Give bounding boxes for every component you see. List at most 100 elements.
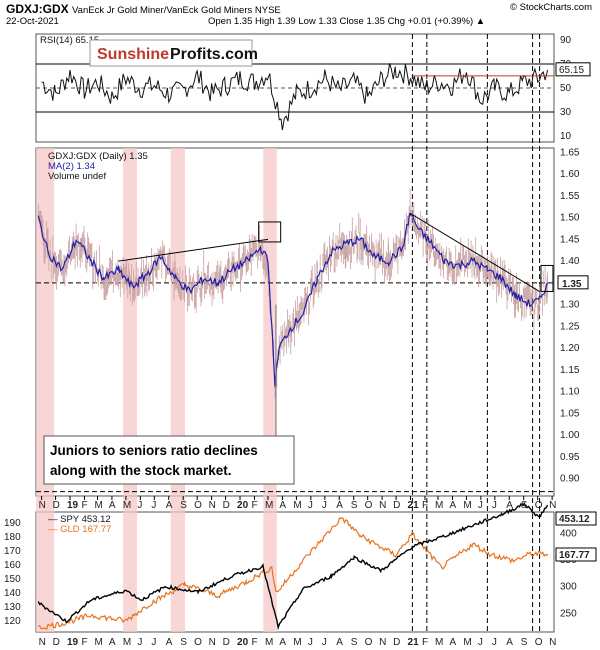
x-tick-label: M [123,500,131,511]
gld-last-value: 167.77 [559,550,590,561]
ratio-trendline-2 [409,212,540,292]
x-tick-label: J [322,500,327,511]
gld-y-tick: 190 [4,518,21,529]
gld-y-tick: 150 [4,574,21,585]
gld-y-tick: 130 [4,602,21,613]
x-tick-label-bottom: A [109,637,116,648]
brand-part1: Sunshine [97,46,169,63]
x-tick-label-bottom: J [137,637,142,648]
gld-y-tick: 160 [4,560,21,571]
ratio-y-tick: 1.30 [560,300,580,311]
ratio-y-tick: 1.55 [560,191,580,202]
ratio-y-tick: 1.00 [560,430,580,441]
ratio-y-tick: 1.25 [560,321,580,332]
x-tick-label-bottom: O [365,637,373,648]
rsi-y-tick: 90 [560,35,572,46]
x-tick-label: N [39,500,46,511]
rsi-last-value-box [555,62,591,77]
x-tick-label: F [251,500,257,511]
x-tick-label: O [535,500,543,511]
x-tick-label-bottom: M [265,637,273,648]
x-tick-label: 19 [67,500,79,511]
x-tick-label: M [435,500,443,511]
x-tick-label-bottom: N [549,637,556,648]
x-tick-label: S [180,500,187,511]
x-tick-label: A [109,500,116,511]
gld-y-tick: 140 [4,588,21,599]
x-tick-label: N [379,500,386,511]
ratio-y-tick: 1.15 [560,365,580,376]
watermark: © StockCharts.com [510,2,592,13]
rsi-last-value: 65.15 [559,65,584,76]
x-tick-label-bottom: F [81,637,87,648]
x-tick-label: F [422,500,428,511]
x-tick-label: S [521,500,528,511]
x-tick-label: J [151,500,156,511]
ratio-legend-1: GDXJ:GDX (Daily) 1.35 [48,151,148,162]
ratio-last-value: 1.35 [562,279,582,290]
x-tick-label: S [351,500,358,511]
x-tick-label: M [265,500,273,511]
ratio-top-box [258,221,282,243]
rsi-legend: RSI(14) 65.15 [40,35,99,46]
annotation-line-2: along with the stock market. [50,463,232,478]
ratio-y-tick: 1.05 [560,408,580,419]
x-tick-label: J [137,500,142,511]
x-tick-label-bottom: N [379,637,386,648]
x-tick-label-bottom: J [151,637,156,648]
x-tick-label: J [478,500,483,511]
x-tick-label-bottom: S [180,637,187,648]
ratio-y-tick: 0.90 [560,474,580,485]
x-tick-label-bottom: M [435,637,443,648]
ratio-current-box [540,264,554,292]
x-tick-label: F [81,500,87,511]
ratio-ma-line [37,212,549,387]
x-tick-label: A [449,500,456,511]
x-tick-label-bottom: 21 [408,637,420,648]
gld-last-value-box [555,547,597,562]
brand-part2: Profits.com [170,46,258,63]
x-tick-label-bottom: M [94,637,102,648]
x-tick-label-bottom: A [279,637,286,648]
ratio-layer [36,188,554,493]
x-tick-label-bottom: S [351,637,358,648]
rsi-y-tick: 30 [560,107,572,118]
ratio-legend-2: MA(2) 1.34 [48,161,95,172]
x-tick-label: M [293,500,301,511]
x-tick-label: A [166,500,173,511]
x-tick-label-bottom: 20 [237,637,249,648]
x-tick-label: M [94,500,102,511]
chart-header-line: GDXJ:GDX VanEck Jr Gold Miner/VanEck Gol… [6,2,281,16]
x-tick-label: A [279,500,286,511]
x-tick-label: O [365,500,373,511]
rsi-y-tick: 10 [560,131,572,142]
x-tick-label: 20 [237,500,249,511]
gld-legend: — GLD 167.77 [48,524,111,535]
x-tick-label-bottom: F [422,637,428,648]
x-tick-label-bottom: M [123,637,131,648]
spy-gld-panel-frame [35,511,555,633]
spy-last-value-box [555,511,597,526]
ratio-y-tick: 1.60 [560,169,580,180]
x-tick-label: N [209,500,216,511]
ratio-y-tick: 1.40 [560,256,580,267]
x-tick-label-bottom: O [194,637,202,648]
ratio-last-value-box [557,275,589,290]
spy-y-tick: 400 [560,528,577,539]
x-tick-label-bottom: 19 [67,637,79,648]
chart-date: 22-Oct-2021 [6,16,59,27]
chart-symbol: GDXJ:GDX [6,2,69,16]
brand-logo: Sunshine Profits.com [89,39,258,67]
x-tick-label-bottom: M [463,637,471,648]
x-tick-label-bottom: O [535,637,543,648]
highlight-band-1 [36,148,55,632]
gld-y-tick: 120 [4,616,21,627]
x-tick-label-bottom: J [322,637,327,648]
x-tick-label-bottom: A [506,637,513,648]
spy-y-tick: 300 [560,582,577,593]
x-tick-label-bottom: A [336,637,343,648]
rsi-line [41,63,548,131]
x-tick-label-bottom: A [166,637,173,648]
